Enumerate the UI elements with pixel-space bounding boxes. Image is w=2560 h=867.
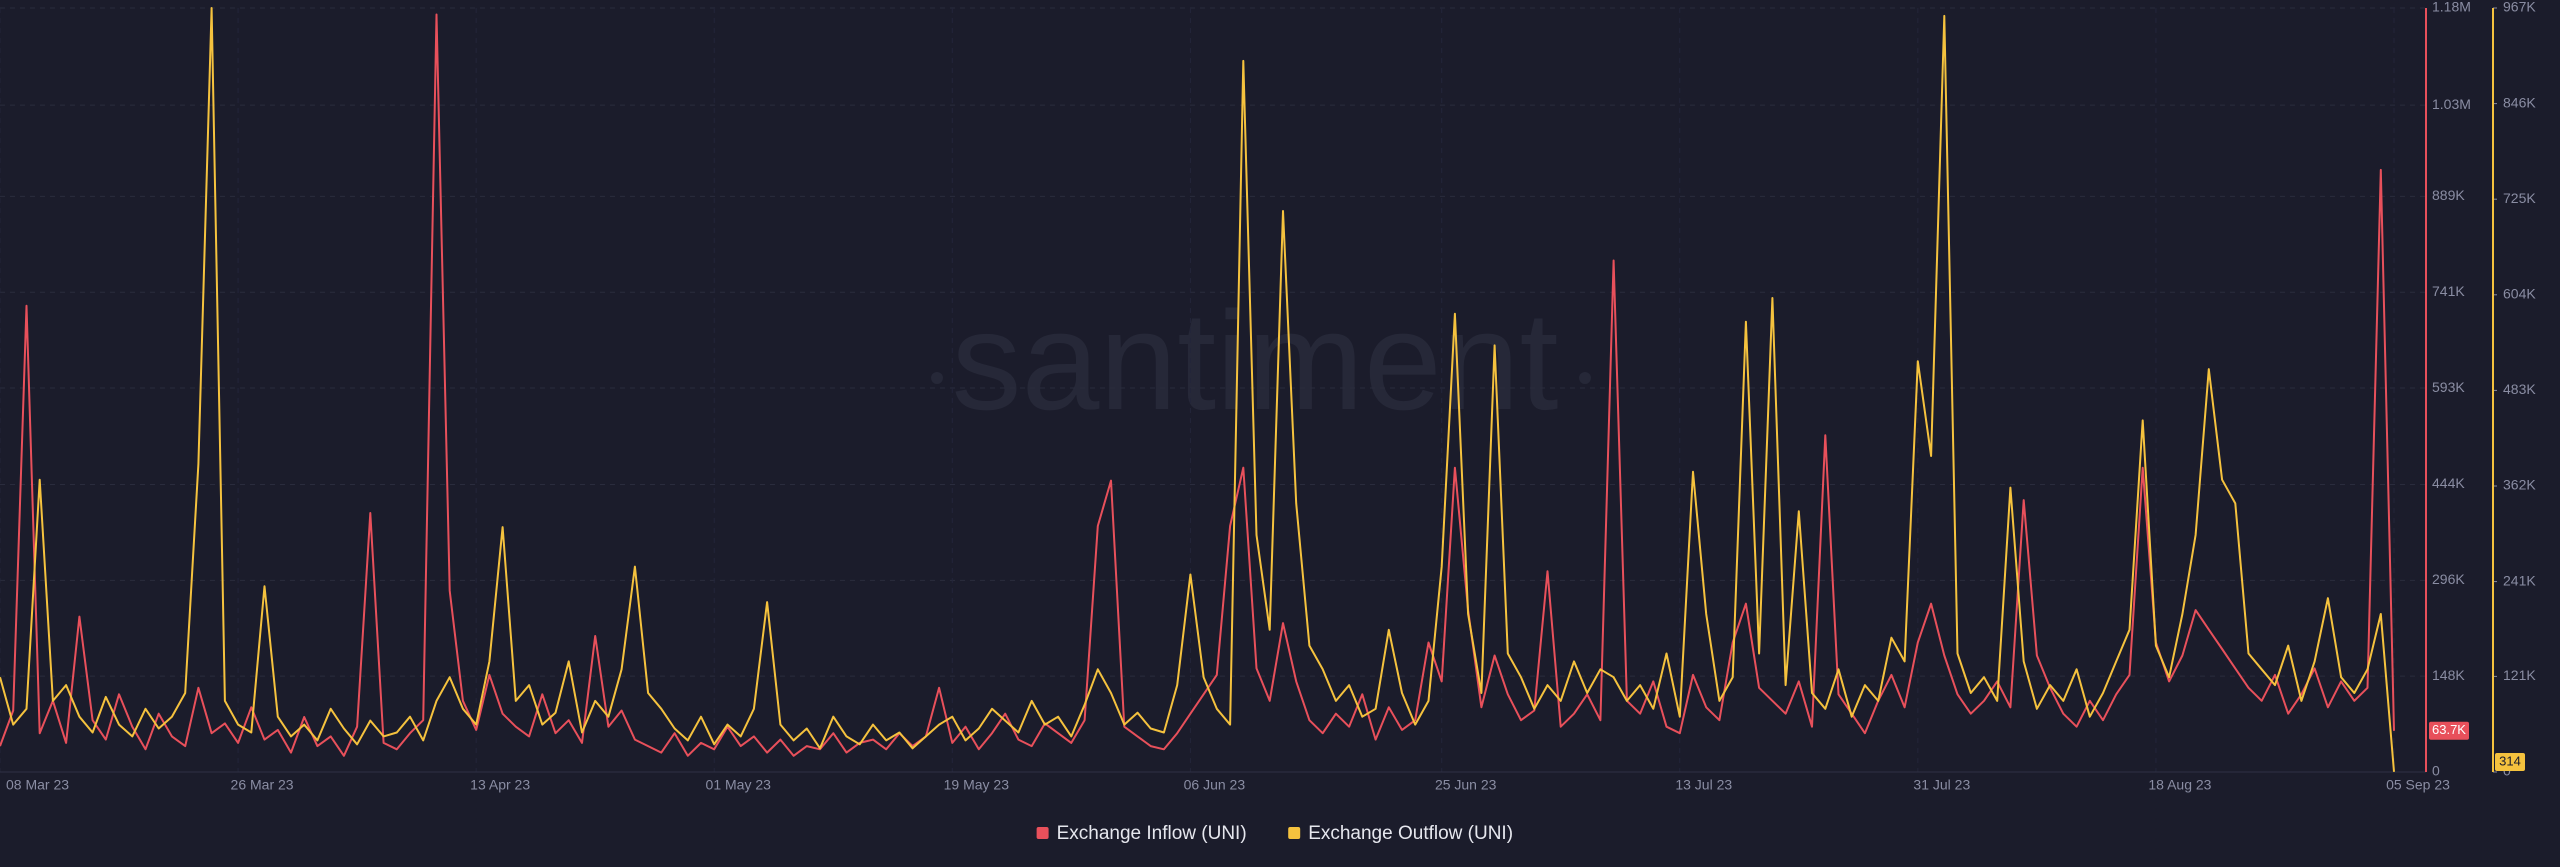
y-tick-label: 296K: [2432, 571, 2465, 587]
y2-tick-label: 241K: [2503, 572, 2536, 588]
x-tick-label: 13 Apr 23: [470, 777, 530, 793]
y2-tick-label: 121K: [2503, 667, 2536, 683]
x-tick-label: 31 Jul 23: [1913, 777, 1970, 793]
y-tick-label: 444K: [2432, 475, 2465, 491]
legend-label: Exchange Outflow (UNI): [1308, 823, 1513, 844]
legend-label: Exchange Inflow (UNI): [1057, 823, 1247, 844]
y2-tick-label: 725K: [2503, 190, 2536, 206]
x-tick-label: 05 Sep 23: [2386, 777, 2450, 793]
y-tick-label: 0: [2432, 763, 2440, 779]
x-tick-label: 26 Mar 23: [231, 777, 294, 793]
y-tick-label: 593K: [2432, 379, 2465, 395]
y-tick-label: 741K: [2432, 283, 2465, 299]
x-tick-label: 19 May 23: [944, 777, 1010, 793]
line-series: [0, 7, 2395, 772]
y-tick-label: 889K: [2432, 187, 2465, 203]
x-tick-label: 13 Jul 23: [1675, 777, 1732, 793]
y2-tick-label: 846K: [2503, 94, 2536, 110]
value-badge: [2495, 753, 2525, 771]
y-tick-label: 1.18M: [2432, 0, 2471, 15]
x-tick-label: 01 May 23: [706, 777, 772, 793]
watermark-dot: [931, 372, 943, 384]
watermark: santiment: [952, 282, 1559, 439]
watermark-dot: [1579, 372, 1591, 384]
y-tick-label: 148K: [2432, 667, 2465, 683]
x-tick-label: 25 Jun 23: [1435, 777, 1497, 793]
y-tick-label: 1.03M: [2432, 96, 2471, 112]
y2-tick-label: 967K: [2503, 0, 2536, 15]
y2-tick-label: 604K: [2503, 285, 2536, 301]
x-tick-label: 18 Aug 23: [2148, 777, 2211, 793]
value-badge-label: 63.7K: [2432, 722, 2466, 737]
y2-tick-label: 483K: [2503, 381, 2536, 397]
legend-swatch: [1288, 827, 1301, 839]
x-tick-label: 08 Mar 23: [6, 777, 69, 793]
line-series: [0, 13, 2395, 757]
legend-swatch: [1036, 827, 1049, 839]
y2-tick-label: 362K: [2503, 477, 2536, 493]
x-tick-label: 06 Jun 23: [1184, 777, 1246, 793]
value-badge: [2429, 721, 2469, 740]
value-badge-label: 314: [2499, 753, 2521, 768]
